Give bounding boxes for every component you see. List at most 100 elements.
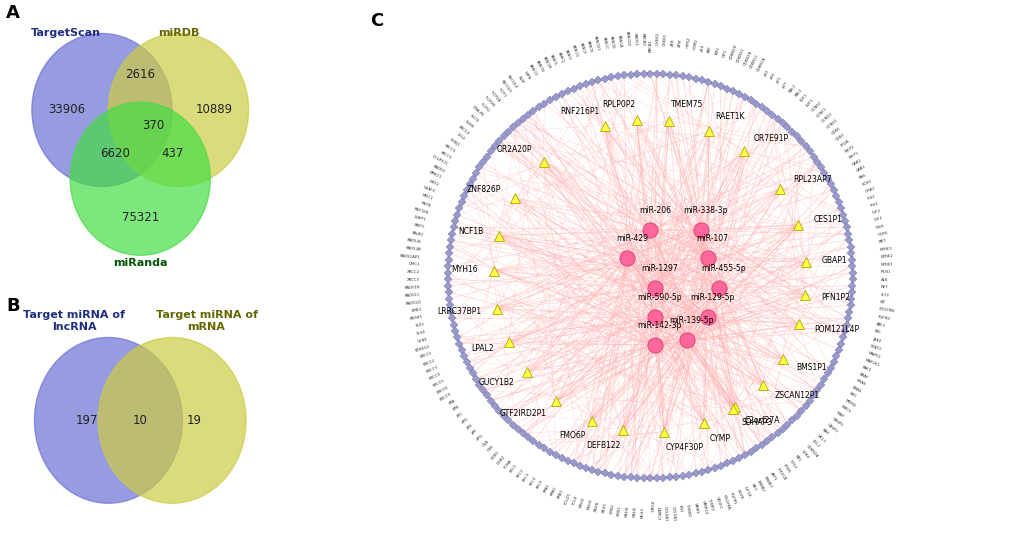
Text: RNF216P1: RNF216P1 bbox=[560, 107, 599, 115]
Text: GBAP1: GBAP1 bbox=[821, 257, 847, 266]
Text: SLX4: SLX4 bbox=[416, 330, 426, 336]
Text: MET: MET bbox=[877, 240, 887, 245]
Text: FANCF: FANCF bbox=[578, 43, 585, 56]
Text: miR-129-5p: miR-129-5p bbox=[690, 294, 734, 302]
Ellipse shape bbox=[98, 337, 246, 503]
Text: RPA1: RPA1 bbox=[542, 482, 550, 493]
Text: PCNA: PCNA bbox=[502, 459, 513, 470]
Text: PDGFRB: PDGFRB bbox=[877, 307, 894, 314]
Text: ATR: ATR bbox=[669, 39, 675, 46]
Text: LPAL2: LPAL2 bbox=[471, 344, 493, 353]
Text: 2616: 2616 bbox=[125, 68, 155, 81]
Text: 437: 437 bbox=[161, 147, 183, 160]
Ellipse shape bbox=[35, 337, 182, 503]
Text: CASP3: CASP3 bbox=[825, 422, 838, 434]
Text: 6620: 6620 bbox=[100, 147, 129, 160]
Text: CCNE2: CCNE2 bbox=[810, 100, 822, 113]
Text: 10889: 10889 bbox=[196, 103, 232, 116]
Text: CDK6: CDK6 bbox=[829, 126, 841, 135]
Text: 33906: 33906 bbox=[48, 103, 85, 116]
Text: CDK4: CDK4 bbox=[799, 449, 809, 460]
Text: MYH16: MYH16 bbox=[450, 266, 477, 274]
Text: SHIP2: SHIP2 bbox=[843, 144, 855, 154]
Text: MET: MET bbox=[749, 482, 756, 492]
Text: OR2A20P: OR2A20P bbox=[496, 145, 532, 155]
Text: CCND1: CCND1 bbox=[825, 118, 839, 130]
Text: p21: p21 bbox=[774, 76, 783, 84]
Text: miR-142-3p: miR-142-3p bbox=[637, 321, 681, 330]
Text: NTRK2: NTRK2 bbox=[879, 254, 893, 259]
Text: RFC5: RFC5 bbox=[536, 479, 544, 490]
Text: BRCA1: BRCA1 bbox=[648, 39, 651, 52]
Text: CHEK2: CHEK2 bbox=[655, 32, 659, 45]
Text: POLE: POLE bbox=[571, 494, 578, 505]
Text: RNF8: RNF8 bbox=[420, 201, 431, 208]
Text: BRAF: BRAF bbox=[858, 372, 868, 380]
Text: ABL1: ABL1 bbox=[874, 322, 886, 328]
Text: C2orf27A: C2orf27A bbox=[744, 416, 779, 425]
Text: RFC2: RFC2 bbox=[516, 468, 525, 478]
Text: SRC: SRC bbox=[873, 330, 881, 335]
Text: SHIP1: SHIP1 bbox=[847, 151, 859, 160]
Text: FANCO: FANCO bbox=[527, 63, 537, 77]
Text: RAD54L: RAD54L bbox=[407, 238, 422, 245]
Text: PIK3CA: PIK3CA bbox=[774, 468, 786, 481]
Text: RAD51B: RAD51B bbox=[404, 285, 420, 290]
Ellipse shape bbox=[32, 34, 172, 187]
Text: XIAP: XIAP bbox=[835, 411, 844, 419]
Text: ERCC2: ERCC2 bbox=[422, 358, 436, 367]
Ellipse shape bbox=[108, 34, 249, 187]
Text: PFN1P2: PFN1P2 bbox=[820, 293, 850, 301]
Text: MUS81: MUS81 bbox=[409, 315, 423, 321]
Text: RB1: RB1 bbox=[793, 454, 801, 463]
Text: MMP2: MMP2 bbox=[692, 502, 698, 514]
Text: MAP2K1: MAP2K1 bbox=[863, 358, 879, 368]
Text: CES1P1: CES1P1 bbox=[812, 215, 842, 224]
Text: CYMP: CYMP bbox=[708, 434, 730, 443]
Text: A: A bbox=[6, 4, 20, 22]
Text: TargetScan: TargetScan bbox=[32, 29, 101, 39]
Text: NCF1B: NCF1B bbox=[458, 227, 483, 236]
Text: MSH6: MSH6 bbox=[593, 500, 600, 512]
Text: DNA-PK: DNA-PK bbox=[471, 105, 484, 118]
Text: XRCC6: XRCC6 bbox=[443, 144, 457, 154]
Text: RFC3: RFC3 bbox=[522, 471, 531, 482]
Text: PMS1: PMS1 bbox=[616, 505, 622, 516]
Text: RPL23AP7: RPL23AP7 bbox=[793, 175, 832, 184]
Text: XRCC5: XRCC5 bbox=[439, 150, 452, 160]
Text: FANCJ: FANCJ bbox=[556, 51, 565, 63]
Text: RBL1: RBL1 bbox=[793, 88, 802, 98]
Text: LIG4: LIG4 bbox=[455, 133, 465, 141]
Text: NTRK3: NTRK3 bbox=[878, 246, 892, 252]
Text: NTRK1: NTRK1 bbox=[879, 262, 893, 267]
Text: miR-590-5p: miR-590-5p bbox=[637, 294, 681, 302]
Text: CDKN2B: CDKN2B bbox=[742, 50, 752, 66]
Text: KIP1: KIP1 bbox=[714, 46, 720, 56]
Text: CCNE1: CCNE1 bbox=[815, 106, 827, 118]
Text: 197: 197 bbox=[75, 414, 98, 427]
Text: XPA: XPA bbox=[448, 398, 457, 406]
Text: ERCC3: ERCC3 bbox=[425, 365, 438, 374]
Text: XPF: XPF bbox=[471, 428, 479, 436]
Text: H2AFX: H2AFX bbox=[422, 185, 436, 194]
Text: Target miRNA of
lncRNA: Target miRNA of lncRNA bbox=[23, 310, 125, 332]
Text: TOPO: TOPO bbox=[479, 102, 489, 113]
Text: FLT3: FLT3 bbox=[879, 293, 889, 298]
Text: STAT3: STAT3 bbox=[868, 344, 881, 352]
Text: SLX1: SLX1 bbox=[415, 322, 425, 328]
Text: p15: p15 bbox=[762, 68, 769, 77]
Text: MSH5: MSH5 bbox=[632, 506, 637, 517]
Text: ROS1: ROS1 bbox=[880, 270, 891, 274]
Text: XPC: XPC bbox=[457, 411, 465, 418]
Text: ERCC8: ERCC8 bbox=[439, 392, 452, 402]
Text: IRS1: IRS1 bbox=[868, 201, 878, 208]
Text: MYC: MYC bbox=[847, 392, 856, 400]
Text: INSR: INSR bbox=[874, 224, 884, 230]
Text: TOP1: TOP1 bbox=[496, 87, 506, 98]
Text: miR-139-5p: miR-139-5p bbox=[668, 316, 713, 326]
Text: FANCG: FANCG bbox=[571, 44, 578, 58]
Text: ZSCAN12P1: ZSCAN12P1 bbox=[773, 391, 818, 400]
Text: MCL1: MCL1 bbox=[815, 434, 825, 444]
Text: GAB1: GAB1 bbox=[854, 165, 866, 173]
Text: FGFR1: FGFR1 bbox=[729, 491, 737, 505]
